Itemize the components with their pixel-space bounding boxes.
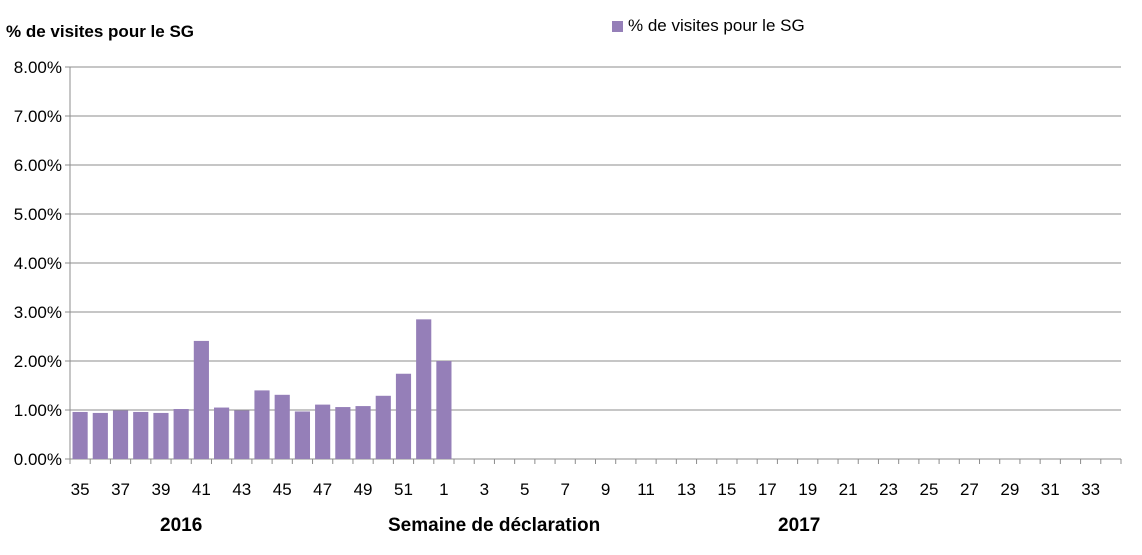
x-axis-title: Semaine de déclaration	[388, 515, 601, 536]
y-tick-label: 8.00%	[14, 58, 62, 77]
y-tick-label: 4.00%	[14, 254, 62, 273]
x-tick-label: 11	[637, 480, 655, 499]
x-tick-label: 41	[192, 480, 211, 499]
x-tick-label: 1	[439, 480, 448, 499]
x-tick-label: 13	[677, 480, 696, 499]
x-tick-label: 3	[480, 480, 489, 499]
x-tick-label: 35	[71, 480, 90, 499]
x-tick-label: 31	[1041, 480, 1060, 499]
y-tick-label: 3.00%	[14, 303, 62, 322]
x-tick-label: 15	[717, 480, 736, 499]
year-label-2016: 2016	[160, 515, 203, 536]
bar-week-46	[294, 411, 311, 459]
y-tick-label: 6.00%	[14, 156, 62, 175]
bar-week-40	[173, 409, 189, 459]
legend-label: % de visites pour le SG	[628, 16, 805, 35]
x-tick-label: 21	[839, 480, 858, 499]
y-tick-label: 5.00%	[14, 205, 62, 224]
bar-week-38	[133, 411, 149, 459]
x-tick-label: 27	[960, 480, 979, 499]
x-tick-label: 39	[151, 480, 170, 499]
y-tick-label: 7.00%	[14, 107, 62, 126]
bar-week-50	[375, 395, 391, 459]
legend-swatch	[612, 20, 623, 32]
bar-week-39	[153, 412, 169, 459]
bar-week-45	[274, 394, 290, 459]
x-tick-label: 45	[273, 480, 292, 499]
bar-week-51	[395, 373, 412, 459]
x-tick-label: 23	[879, 480, 898, 499]
y-tick-label: 0.00%	[14, 450, 62, 469]
x-tick-label: 43	[232, 480, 251, 499]
bar-week-1	[436, 361, 452, 459]
bar-week-35	[72, 411, 88, 459]
bar-week-36	[92, 412, 108, 459]
bar-week-41	[193, 340, 209, 459]
x-tick-label: 37	[111, 480, 130, 499]
x-tick-label: 7	[560, 480, 569, 499]
bar-week-37	[112, 410, 129, 459]
x-tick-label: 9	[601, 480, 610, 499]
x-tick-label: 49	[354, 480, 373, 499]
x-tick-label: 17	[758, 480, 777, 499]
x-tick-label: 25	[920, 480, 939, 499]
legend: % de visites pour le SG	[612, 16, 805, 36]
bar-week-48	[335, 407, 351, 459]
x-tick-label: 19	[798, 480, 817, 499]
x-tick-label: 51	[394, 480, 413, 499]
y-tick-label: 1.00%	[14, 401, 62, 420]
bar-week-52	[416, 319, 432, 459]
y-axis-title: % de visites pour le SG	[6, 22, 195, 41]
x-tick-label: 33	[1081, 480, 1100, 499]
bar-week-47	[315, 404, 331, 459]
y-tick-label: 2.00%	[14, 352, 62, 371]
bar-week-42	[214, 407, 230, 459]
x-tick-label: 47	[313, 480, 332, 499]
year-label-2017: 2017	[778, 515, 821, 536]
x-tick-label: 5	[520, 480, 529, 499]
bar-week-49	[355, 406, 371, 459]
bar-week-43	[234, 410, 250, 459]
bar-week-44	[254, 390, 270, 459]
x-tick-label: 29	[1000, 480, 1019, 499]
